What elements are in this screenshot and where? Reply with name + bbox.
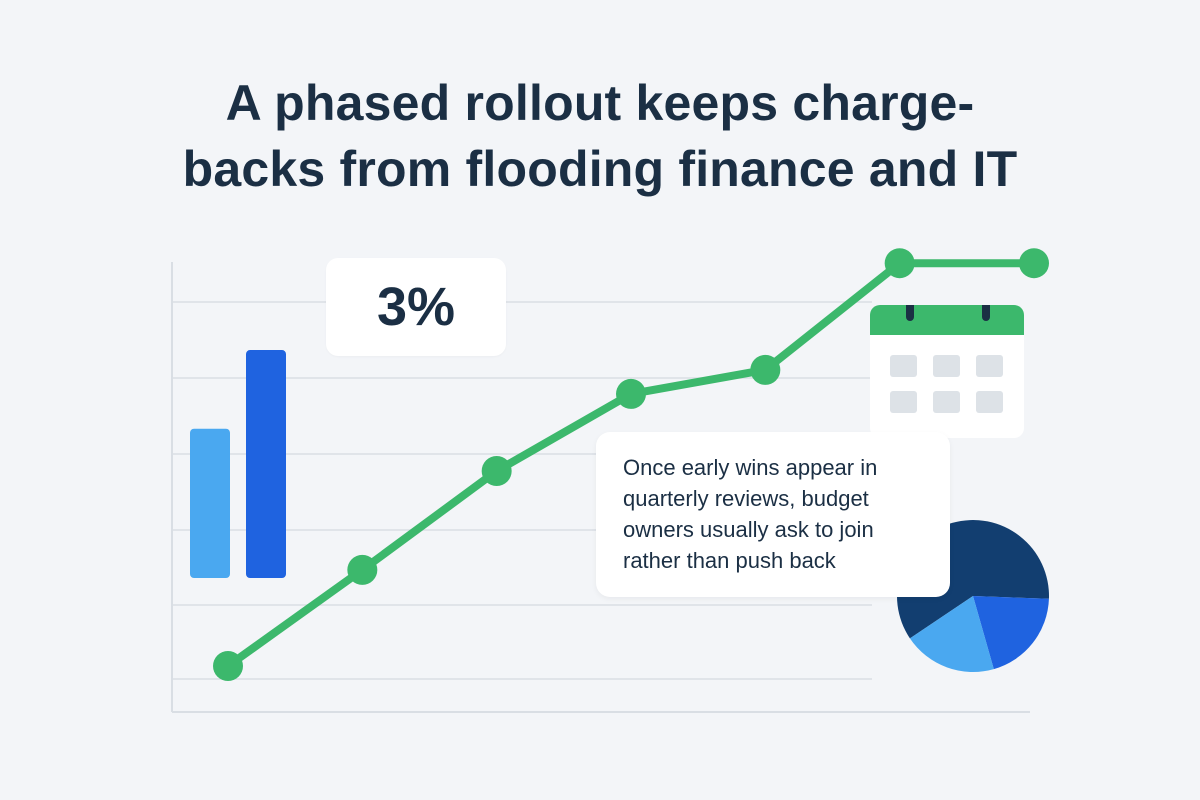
data-point [213,651,243,681]
calendar-cell [976,391,1003,413]
data-point [347,554,378,585]
title-line-1: A phased rollout keeps charge- [225,75,975,131]
bar-chart-icon [190,350,286,578]
calendar-cell [933,391,960,413]
data-point [750,354,781,385]
data-point [481,455,512,486]
bar-icon-bar [246,350,286,578]
calendar-cell [933,355,960,377]
data-point [1019,248,1049,279]
calendar-cell [976,355,1003,377]
annotation-text: Once early wins appear in quarterly revi… [623,455,878,573]
pie-slice [973,596,1049,670]
calendar-icon [870,305,1024,438]
stat-card: 3% [326,258,506,356]
calendar-cell [890,391,917,413]
calendar-header [870,305,1024,335]
calendar-ring [906,305,914,321]
stat-value: 3% [376,277,456,337]
data-points [213,248,1049,681]
bar-icon-bar [190,428,230,578]
calendar-ring [982,305,990,321]
chart-axes [171,262,1030,713]
calendar-cell [890,355,917,377]
annotation-card: Once early wins appear in quarterly revi… [596,432,950,597]
data-point [616,378,646,409]
pie-slice [909,596,994,672]
page-title: A phased rollout keeps charge- backs fro… [0,70,1200,202]
data-point [884,248,915,279]
title-line-2: backs from flooding finance and IT [182,141,1018,197]
